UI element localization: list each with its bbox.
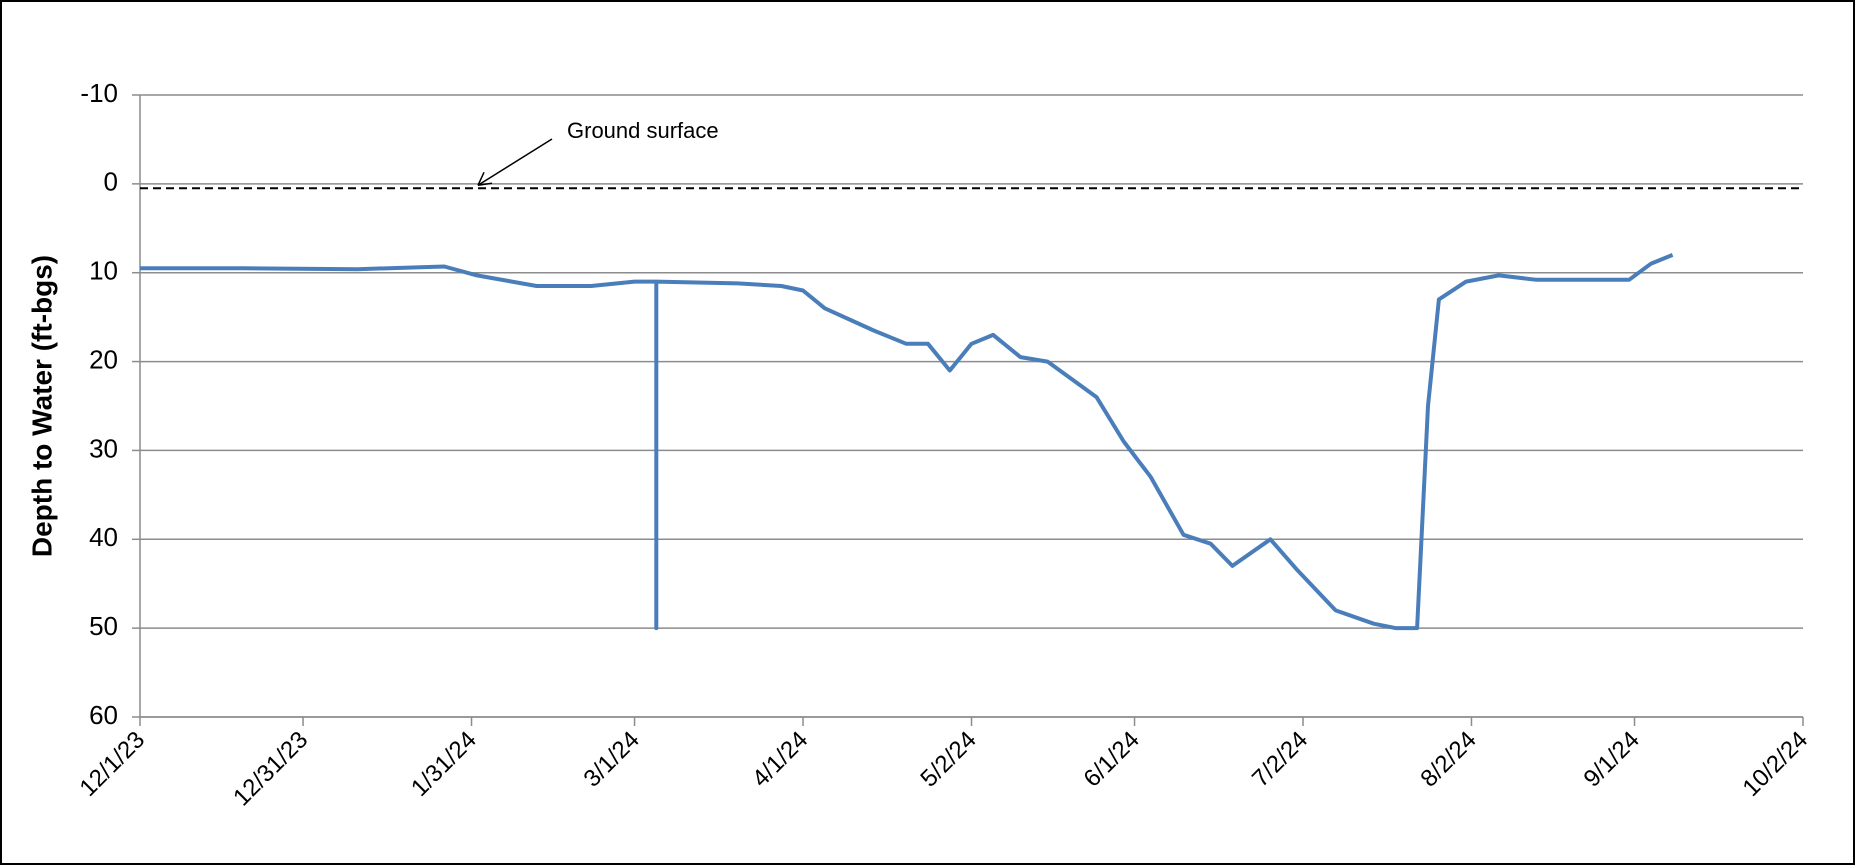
y-tick-label: -10: [80, 78, 118, 108]
annotation-arrow: [477, 138, 553, 186]
y-tick-label: 60: [89, 700, 118, 730]
y-tick-label: 30: [89, 433, 118, 463]
y-tick-label: 50: [89, 611, 118, 641]
y-tick-label: 10: [89, 256, 118, 286]
y-tick-label: 40: [89, 522, 118, 552]
data-line: [140, 253, 1674, 631]
y-tick-label: 0: [104, 167, 118, 197]
y-tick-label: 20: [89, 344, 118, 374]
annotation-arrowhead: [477, 171, 493, 187]
annotation: Ground surface: [567, 118, 719, 143]
y-axis-label: Depth to Water (ft-bgs): [26, 255, 57, 557]
